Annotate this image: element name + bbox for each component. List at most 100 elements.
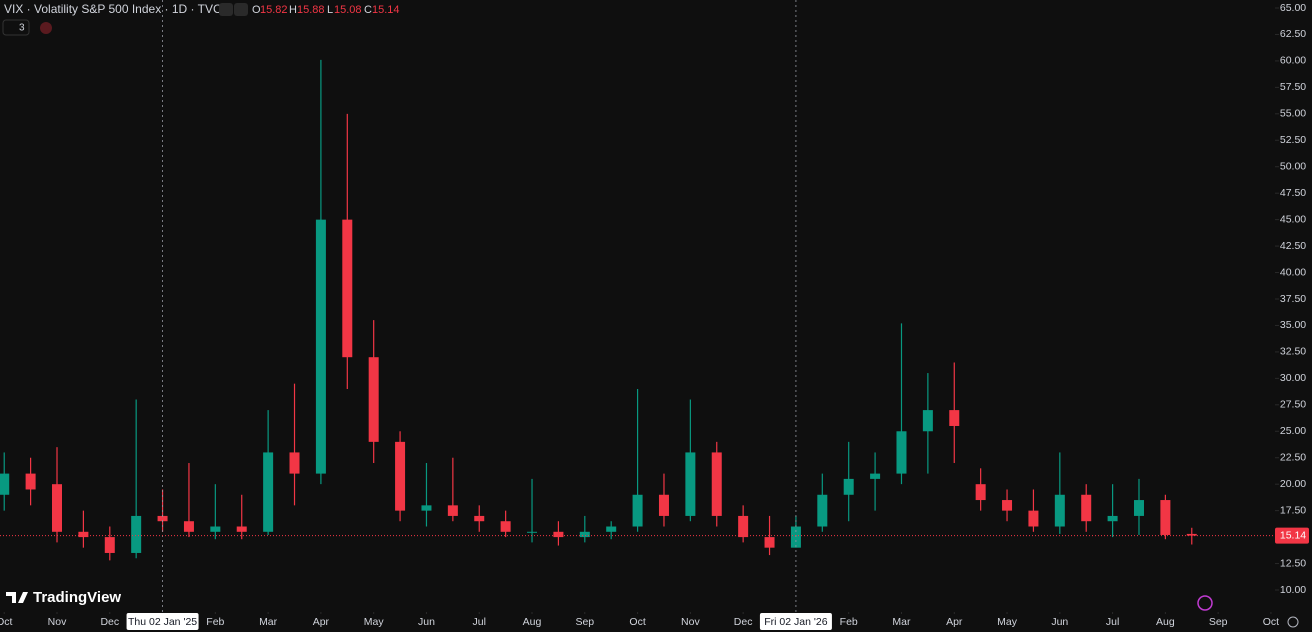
candle-body bbox=[975, 484, 986, 501]
ohlc-value: 15.14 bbox=[372, 4, 400, 16]
replay-icon[interactable] bbox=[1197, 595, 1213, 611]
candle-body bbox=[52, 484, 63, 532]
x-tick-label: Aug bbox=[1156, 616, 1175, 628]
candle-body bbox=[790, 526, 801, 548]
candle-body bbox=[817, 494, 828, 527]
x-tick-label: Sep bbox=[575, 616, 594, 628]
indicator-toggle[interactable] bbox=[2, 19, 30, 36]
candle-body bbox=[289, 452, 300, 474]
y-tick-label: 35.00 bbox=[1280, 319, 1306, 331]
crosshair-label: Thu 02 Jan '25 bbox=[128, 616, 197, 628]
x-tick-label: Nov bbox=[681, 616, 700, 628]
candle-body bbox=[131, 515, 142, 553]
y-tick-label: 37.50 bbox=[1280, 293, 1306, 305]
candle-body bbox=[896, 431, 907, 474]
y-tick-label: 50.00 bbox=[1280, 161, 1306, 173]
candle-body bbox=[1054, 494, 1065, 527]
x-tick-label: Feb bbox=[206, 616, 224, 628]
candle-body bbox=[500, 521, 511, 532]
candle-body bbox=[183, 521, 194, 532]
chart-title: VIX · Volatility S&P 500 Index · 1D · TV… bbox=[4, 2, 222, 16]
x-tick-label: Jul bbox=[473, 616, 486, 628]
brand: TradingView bbox=[33, 589, 121, 606]
y-tick-label: 55.00 bbox=[1280, 108, 1306, 120]
candle-body bbox=[1002, 500, 1013, 511]
candle-body bbox=[0, 473, 10, 495]
candle-body bbox=[395, 441, 406, 511]
x-tick-label: Oct bbox=[629, 616, 645, 628]
y-tick-label: 17.50 bbox=[1280, 504, 1306, 516]
candle-body bbox=[25, 473, 36, 490]
candle-body bbox=[685, 452, 696, 516]
x-tick-label: Jul bbox=[1106, 616, 1119, 628]
crosshair-label-box bbox=[126, 613, 199, 630]
candle-body bbox=[527, 531, 538, 533]
settings-icon[interactable] bbox=[1287, 616, 1299, 628]
candle-body bbox=[263, 452, 274, 532]
crosshair-label-box bbox=[759, 613, 832, 630]
candle-body bbox=[738, 515, 749, 538]
x-tick-label: Jun bbox=[418, 616, 435, 628]
crosshair-label: Fri 02 Jan '26 bbox=[764, 616, 827, 628]
candle-body bbox=[342, 219, 353, 358]
y-tick-label: 12.50 bbox=[1280, 557, 1306, 569]
y-tick-label: 42.50 bbox=[1280, 240, 1306, 252]
candle-body bbox=[711, 452, 722, 516]
x-tick-label: Aug bbox=[523, 616, 542, 628]
logo-icon bbox=[6, 592, 28, 603]
candle-body bbox=[922, 410, 933, 432]
x-tick-label: Dec bbox=[734, 616, 753, 628]
y-tick-label: 60.00 bbox=[1280, 55, 1306, 67]
x-tick-label: May bbox=[364, 616, 385, 628]
x-tick-label: Nov bbox=[48, 616, 67, 628]
candle-body bbox=[1028, 510, 1039, 527]
y-tick-label: 45.00 bbox=[1280, 213, 1306, 225]
candle-body bbox=[474, 515, 485, 522]
y-tick-label: 47.50 bbox=[1280, 187, 1306, 199]
plot-area bbox=[0, 59, 1197, 561]
candle-body bbox=[870, 473, 881, 479]
candle-body bbox=[104, 537, 115, 553]
x-tick-label: Dec bbox=[100, 616, 119, 628]
candle-body bbox=[553, 531, 564, 538]
x-tick-label: Apr bbox=[946, 616, 963, 628]
y-tick-label: 10.00 bbox=[1280, 584, 1306, 596]
candle-body bbox=[579, 531, 590, 538]
x-tick-label: Oct bbox=[1263, 616, 1279, 628]
y-tick-label: 40.00 bbox=[1280, 266, 1306, 278]
y-tick-label: 25.00 bbox=[1280, 425, 1306, 437]
candle-body bbox=[315, 219, 326, 474]
last-price-box bbox=[1275, 527, 1309, 544]
y-tick-label: 62.50 bbox=[1280, 28, 1306, 40]
x-tick-label: Mar bbox=[259, 616, 278, 628]
candle-body bbox=[632, 494, 643, 527]
ohlc-label: H bbox=[289, 4, 297, 16]
candle-body bbox=[157, 515, 168, 522]
y-tick-label: 22.50 bbox=[1280, 452, 1306, 464]
last-price-label: 15.14 bbox=[1280, 529, 1306, 541]
alert-icon[interactable] bbox=[40, 22, 52, 34]
candle-body bbox=[1160, 500, 1171, 535]
candle-body bbox=[236, 526, 247, 532]
candle-body bbox=[606, 526, 617, 532]
y-tick-label: 57.50 bbox=[1280, 81, 1306, 93]
x-tick-label: Apr bbox=[313, 616, 330, 628]
candle-body bbox=[658, 494, 669, 516]
candle-body bbox=[210, 526, 221, 532]
flag-icon bbox=[219, 3, 233, 16]
x-tick-label: Feb bbox=[840, 616, 858, 628]
ohlc-label: O bbox=[252, 4, 261, 16]
indicator-count: 3 bbox=[19, 23, 25, 34]
candle-body bbox=[843, 478, 854, 495]
ohlc-value: 15.88 bbox=[297, 4, 325, 16]
y-tick-label: 27.50 bbox=[1280, 399, 1306, 411]
y-tick-label: 30.00 bbox=[1280, 372, 1306, 384]
ohlc-value: 15.08 bbox=[334, 4, 362, 16]
x-tick-label: Jun bbox=[1051, 616, 1068, 628]
candle-body bbox=[1081, 494, 1092, 522]
y-tick-label: 20.00 bbox=[1280, 478, 1306, 490]
y-tick-label: 32.50 bbox=[1280, 346, 1306, 358]
ohlc-label: L bbox=[327, 4, 333, 16]
ohlc-label: C bbox=[364, 4, 372, 16]
